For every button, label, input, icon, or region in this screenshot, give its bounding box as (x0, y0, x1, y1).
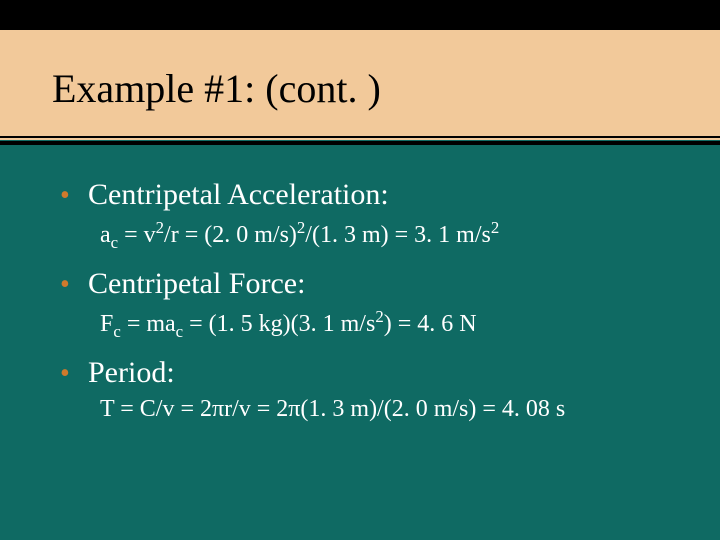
top-black-bar (0, 0, 720, 30)
slide-title: Example #1: (cont. ) (52, 65, 720, 112)
header-area: Example #1: (cont. ) (0, 0, 720, 148)
bullet-item: • Period: (60, 356, 680, 390)
formula-text: T = C/v = 2πr/v = 2π(1. 3 m)/(2. 0 m/s) … (60, 396, 680, 423)
bullet-heading: Centripetal Force: (88, 267, 305, 301)
body-area: • Centripetal Acceleration: ac = v2/r = … (0, 148, 720, 540)
slide: Example #1: (cont. ) • Centripetal Accel… (0, 0, 720, 540)
bullet-icon: • (60, 271, 74, 299)
bullet-icon: • (60, 182, 74, 210)
bullet-item: • Centripetal Acceleration: (60, 178, 680, 212)
bullet-heading: Centripetal Acceleration: (88, 178, 389, 212)
formula-text: Fc = mac = (1. 5 kg)(3. 1 m/s2) = 4. 6 N (60, 307, 680, 342)
bullet-heading: Period: (88, 356, 175, 390)
accent-line-thin (0, 136, 720, 138)
formula-text: ac = v2/r = (2. 0 m/s)2/(1. 3 m) = 3. 1 … (60, 218, 680, 253)
accent-line-thick (0, 141, 720, 145)
bullet-icon: • (60, 360, 74, 388)
bullet-item: • Centripetal Force: (60, 267, 680, 301)
title-band: Example #1: (cont. ) (0, 30, 720, 140)
